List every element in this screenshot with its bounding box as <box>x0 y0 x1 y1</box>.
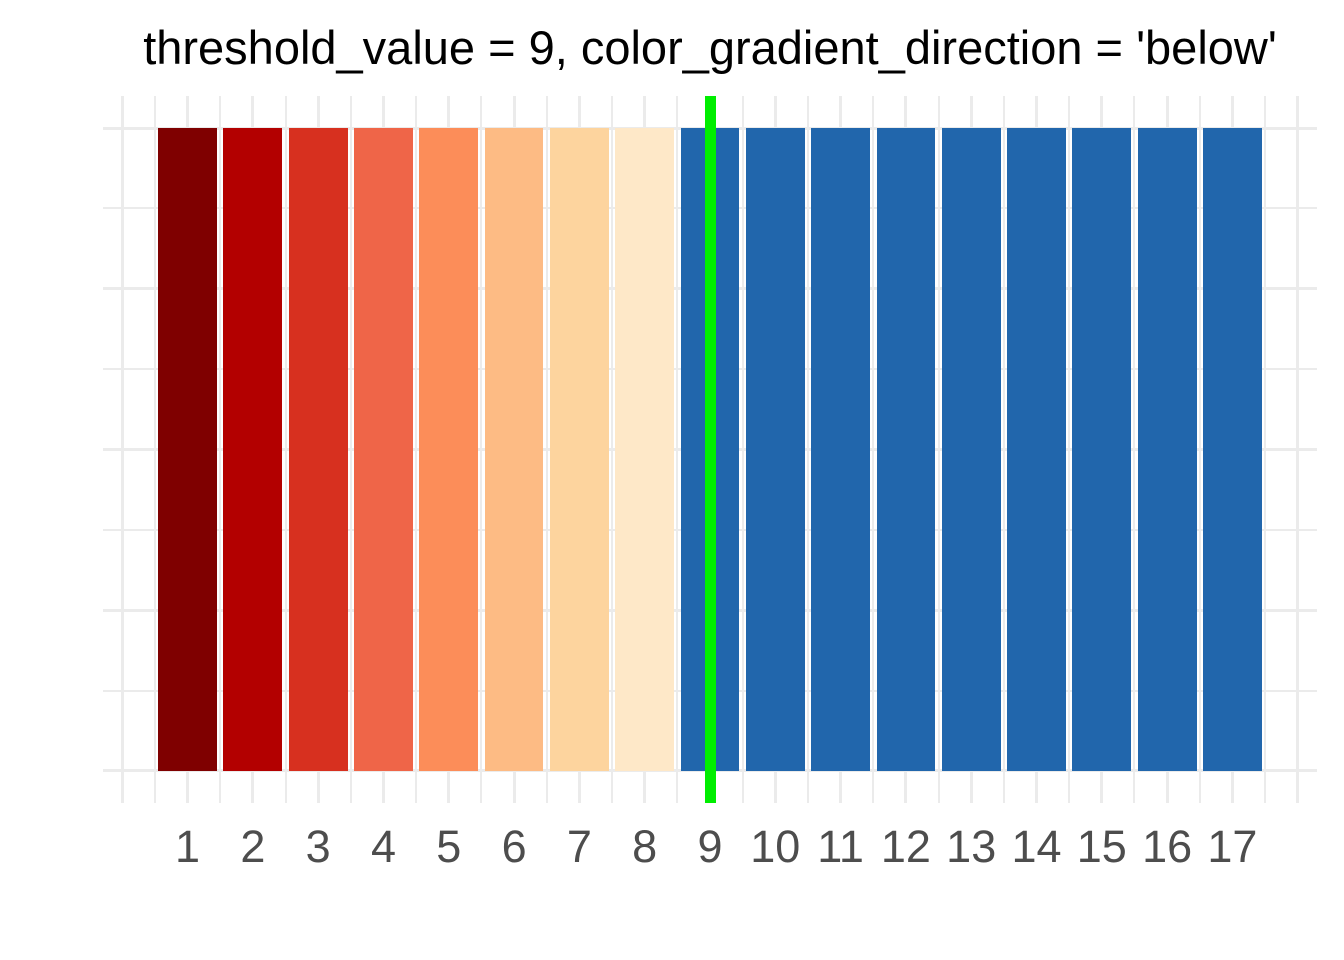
x-tick-label: 5 <box>436 821 462 872</box>
x-tick-label: 13 <box>946 821 997 872</box>
x-tick-label: 14 <box>1011 821 1062 872</box>
bar <box>941 128 1001 771</box>
bar <box>550 128 609 771</box>
x-tick-label: 6 <box>501 821 527 872</box>
x-tick-label: 8 <box>632 821 658 872</box>
x-tick-label: 11 <box>817 821 864 872</box>
bar <box>1072 128 1132 771</box>
bar <box>223 128 283 771</box>
bar <box>615 128 675 771</box>
bar <box>419 128 479 771</box>
bar <box>811 128 870 771</box>
bar <box>745 128 805 771</box>
plot-panel <box>103 96 1317 803</box>
x-tick-label: 3 <box>305 821 331 872</box>
x-tick-label: 16 <box>1142 821 1193 872</box>
x-tick-label: 15 <box>1076 821 1127 872</box>
bar <box>158 128 217 771</box>
bar <box>876 128 936 771</box>
x-tick-label: 1 <box>175 821 201 872</box>
bar <box>1007 128 1066 771</box>
threshold-line <box>704 96 716 803</box>
bar <box>484 128 544 771</box>
x-tick-label: 17 <box>1207 821 1258 872</box>
x-tick-label: 12 <box>880 821 931 872</box>
bar <box>288 128 348 771</box>
x-tick-label: 10 <box>750 821 801 872</box>
bar <box>1137 128 1197 771</box>
x-tick-label: 4 <box>370 821 396 872</box>
bar <box>354 128 413 771</box>
x-tick-label: 7 <box>566 821 592 872</box>
x-tick-label: 9 <box>697 821 723 872</box>
chart-title: threshold_value = 9, color_gradient_dire… <box>143 21 1277 74</box>
bar <box>1203 128 1262 771</box>
x-tick-label: 2 <box>240 821 266 872</box>
